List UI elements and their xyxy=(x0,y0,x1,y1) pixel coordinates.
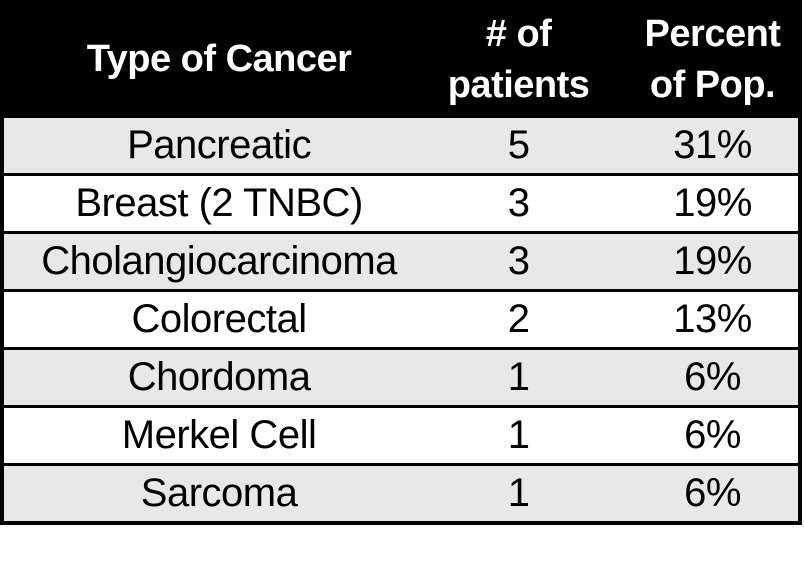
percent-of-pop-cell: 13% xyxy=(603,289,800,349)
patient-count-cell: 1 xyxy=(434,463,603,523)
column-header-label-line2: of Pop. xyxy=(649,63,776,106)
table-row: Cholangiocarcinoma 3 19% xyxy=(2,231,800,291)
column-header-label: Type of Cancer xyxy=(86,38,352,80)
cancer-type-cell: Merkel Cell xyxy=(2,405,435,465)
patient-count-cell: 1 xyxy=(434,405,603,465)
table-row: Chordoma 1 6% xyxy=(2,347,800,407)
patient-count-cell: 3 xyxy=(434,173,603,233)
table-row: Pancreatic 5 31% xyxy=(2,115,800,175)
patient-count-cell: 2 xyxy=(434,289,603,349)
patient-count-cell: 3 xyxy=(434,231,603,291)
column-header-label-line2: patients xyxy=(447,63,590,106)
column-header-percent-of-pop: Percent of Pop. xyxy=(603,2,800,117)
percent-of-pop-cell: 6% xyxy=(603,347,800,407)
table-row: Sarcoma 1 6% xyxy=(2,463,800,523)
column-header-type-of-cancer: Type of Cancer xyxy=(2,2,435,117)
cancer-distribution-table: Type of Cancer # of patients Percent of … xyxy=(0,0,802,525)
cancer-type-cell: Pancreatic xyxy=(2,115,435,175)
cancer-type-cell: Cholangiocarcinoma xyxy=(2,231,435,291)
patient-count-cell: 5 xyxy=(434,115,603,175)
percent-of-pop-cell: 6% xyxy=(603,463,800,523)
percent-of-pop-cell: 31% xyxy=(603,115,800,175)
header-row: Type of Cancer # of patients Percent of … xyxy=(2,2,800,117)
table-row: Breast (2 TNBC) 3 19% xyxy=(2,173,800,233)
cancer-type-cell: Breast (2 TNBC) xyxy=(2,173,435,233)
percent-of-pop-cell: 19% xyxy=(603,231,800,291)
cancer-type-cell: Chordoma xyxy=(2,347,435,407)
table-body: Pancreatic 5 31% Breast (2 TNBC) 3 19% Cholang… xyxy=(2,115,800,523)
column-header-num-patients: # of patients xyxy=(434,2,603,117)
cancer-type-cell: Sarcoma xyxy=(2,463,435,523)
percent-of-pop-cell: 6% xyxy=(603,405,800,465)
column-header-label-line1: Percent xyxy=(644,12,781,55)
percent-of-pop-cell: 19% xyxy=(603,173,800,233)
column-header-label-line1: # of xyxy=(485,12,552,55)
table-row: Colorectal 2 13% xyxy=(2,289,800,349)
cancer-type-cell: Colorectal xyxy=(2,289,435,349)
table-row: Merkel Cell 1 6% xyxy=(2,405,800,465)
patient-count-cell: 1 xyxy=(434,347,603,407)
